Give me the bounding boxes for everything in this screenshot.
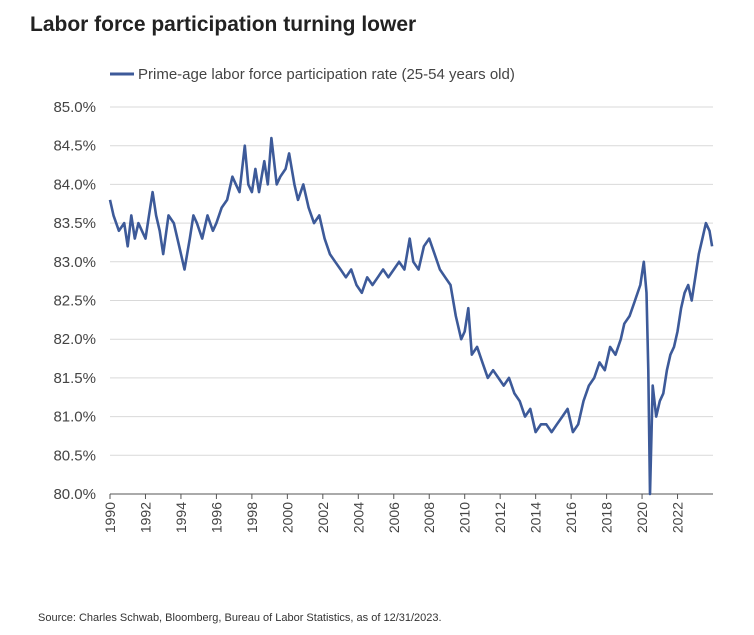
x-tick-label: 2018: [599, 502, 615, 533]
y-tick-label: 80.0%: [53, 486, 96, 503]
chart-title: Labor force participation turning lower: [30, 13, 417, 36]
y-tick-label: 81.0%: [53, 409, 96, 426]
y-tick-label: 82.5%: [53, 293, 96, 310]
x-tick-label: 1998: [244, 502, 260, 533]
x-tick-label: 2008: [421, 502, 437, 533]
x-tick-label: 2000: [279, 502, 295, 533]
series-line: [108, 136, 714, 496]
y-tick-label: 85.0%: [53, 99, 96, 116]
x-tick-label: 2010: [457, 502, 473, 533]
y-tick-label: 83.0%: [53, 254, 96, 271]
y-axis-ticks: 85.0% 84.5% 84.0% 83.5% 83.0% 82.5% 82.0% 81.5%…: [53, 99, 96, 503]
x-tick-label: 2002: [315, 502, 331, 533]
series-group: [108, 136, 714, 496]
source-note: Source: Charles Schwab, Bloomberg, Burea…: [38, 612, 442, 624]
y-tick-label: 82.0%: [53, 331, 96, 348]
x-tick-label: 2020: [634, 502, 650, 533]
x-tick-label: 2014: [528, 502, 544, 533]
legend-label: Prime-age labor force participation rate…: [138, 66, 515, 83]
y-tick-label: 84.0%: [53, 176, 96, 193]
x-tick-label: 2012: [492, 502, 508, 533]
y-tick-label: 84.5%: [53, 138, 96, 155]
x-tick-label: 1994: [173, 502, 189, 533]
y-tick-label: 83.5%: [53, 215, 96, 232]
line-chart: 85.0% 84.5% 84.0% 83.5% 83.0% 82.5% 82.0% 81.5%…: [53, 66, 714, 533]
legend: Prime-age labor force participation rate…: [110, 66, 515, 83]
x-axis-ticks: 1990 1992 1994 1996 1998 2000 2002 2004 2006 2008…: [102, 494, 686, 533]
x-tick-label: 1990: [102, 502, 118, 533]
x-tick-label: 1992: [137, 502, 153, 533]
grid-lines: [110, 106, 713, 456]
x-tick-label: 2006: [386, 502, 402, 533]
x-tick-label: 1996: [208, 502, 224, 533]
x-tick-label: 2004: [350, 502, 366, 533]
x-tick-label: 2016: [563, 502, 579, 533]
x-tick-label: 2022: [670, 502, 686, 533]
y-tick-label: 80.5%: [53, 447, 96, 464]
y-tick-label: 81.5%: [53, 370, 96, 387]
